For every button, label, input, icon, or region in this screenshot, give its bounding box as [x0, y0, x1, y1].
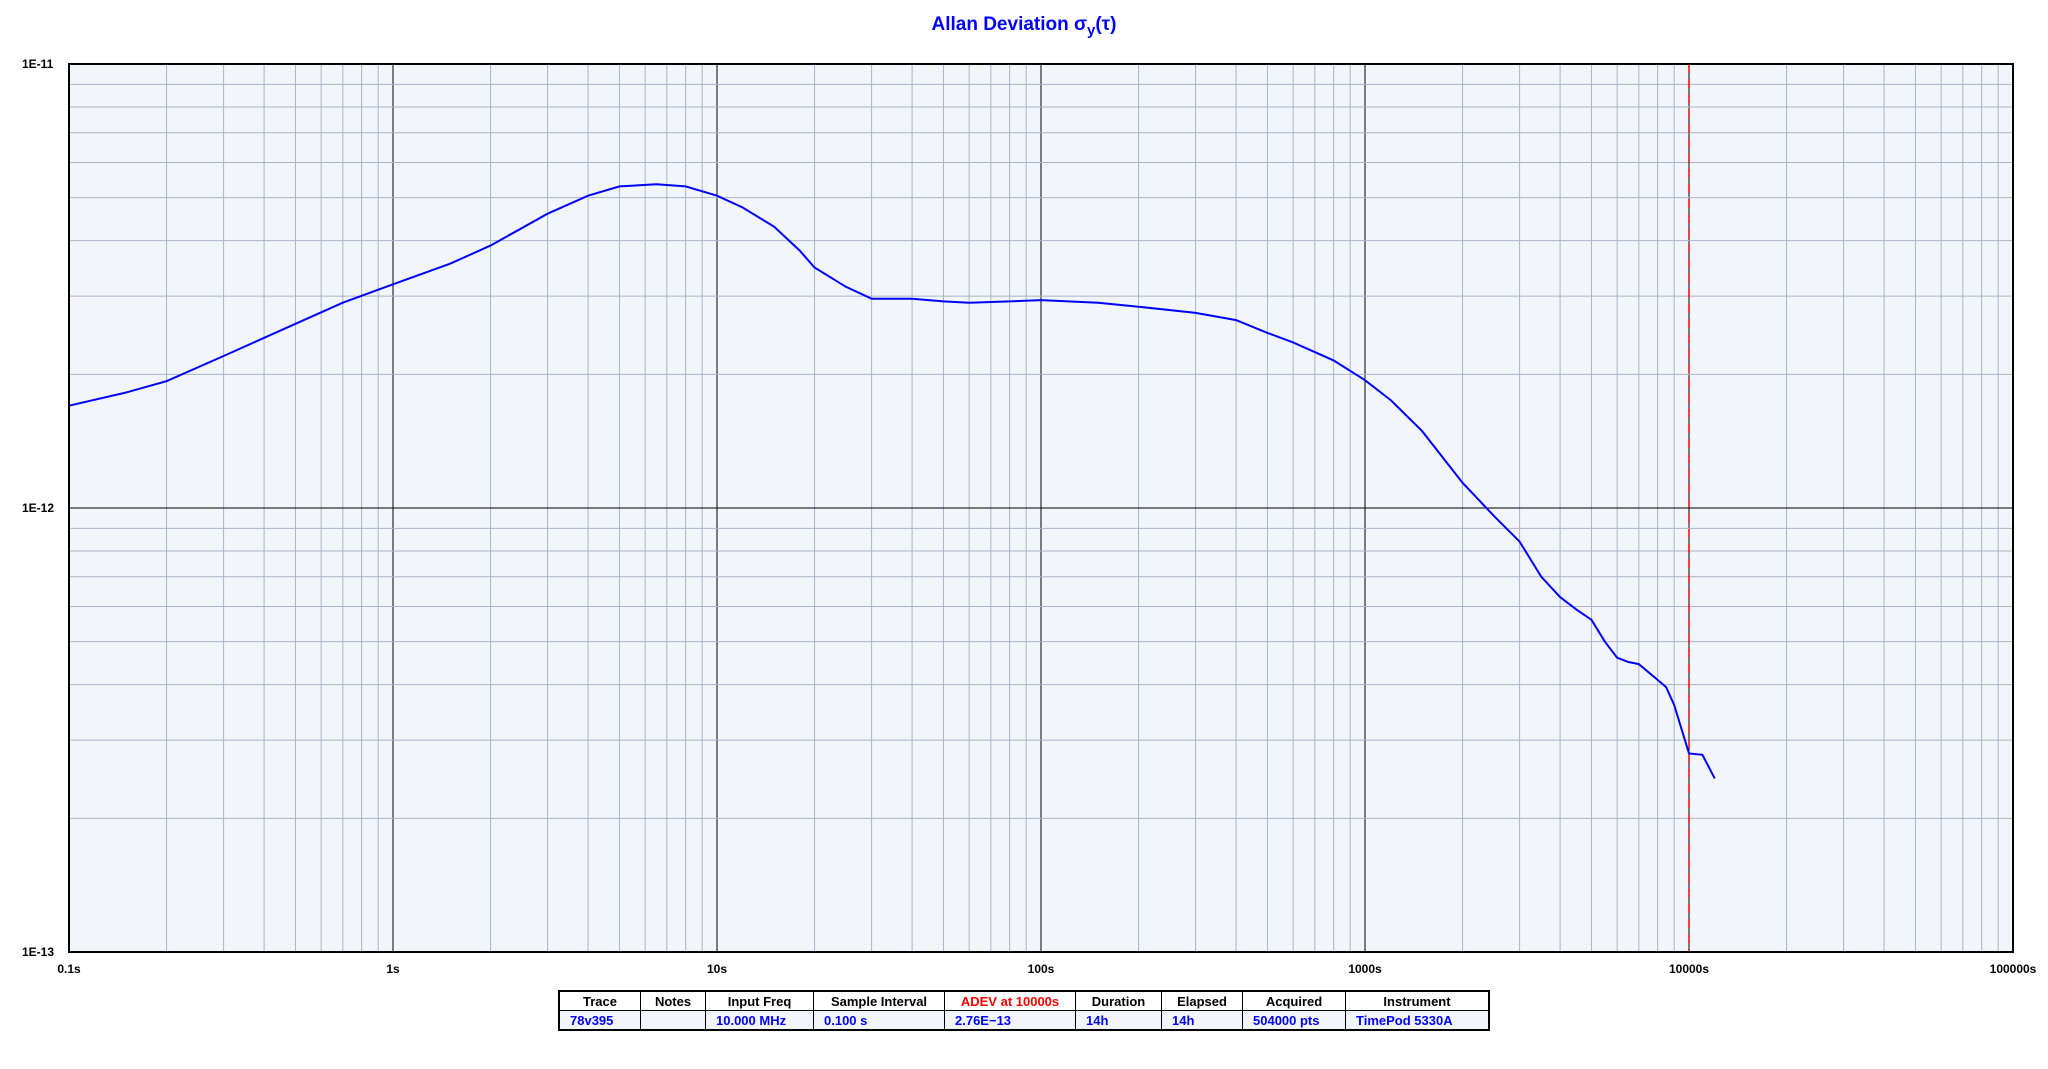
value-notes: [640, 1010, 706, 1031]
value-duration: 14h: [1075, 1010, 1162, 1031]
y-tick-label: 1E-11: [22, 57, 54, 71]
plot-frame: [68, 63, 2014, 953]
x-tick-label: 1000s: [1348, 962, 1382, 976]
header-trace: Trace: [558, 990, 641, 1011]
header-adev: ADEV at 10000s: [944, 990, 1076, 1011]
value-acquired: 504000 pts: [1242, 1010, 1346, 1031]
x-tick-label: 0.1s: [57, 962, 81, 976]
trace-info-table: Trace Notes Input Freq Sample Interval A…: [558, 990, 1490, 1031]
y-tick-label: 1E-13: [22, 945, 54, 959]
header-notes: Notes: [640, 990, 706, 1011]
x-tick-label: 10000s: [1669, 962, 1709, 976]
value-elapsed: 14h: [1161, 1010, 1243, 1031]
x-tick-label: 100s: [1028, 962, 1055, 976]
y-tick-label: 1E-12: [22, 501, 54, 515]
header-input-freq: Input Freq: [705, 990, 814, 1011]
x-tick-label: 10s: [707, 962, 727, 976]
header-acquired: Acquired: [1242, 990, 1346, 1011]
x-tick-label: 1s: [386, 962, 400, 976]
value-trace: 78v395: [558, 1010, 641, 1031]
value-instrument: TimePod 5330A: [1345, 1010, 1490, 1031]
header-sample-interval: Sample Interval: [813, 990, 945, 1011]
x-tick-label: 100000s: [1990, 962, 2037, 976]
header-elapsed: Elapsed: [1161, 990, 1243, 1011]
chart-title: Allan Deviation σy(τ): [931, 14, 1117, 39]
adev-trace: [68, 183, 1716, 779]
value-input-freq: 10.000 MHz: [705, 1010, 814, 1031]
header-instrument: Instrument: [1345, 990, 1490, 1011]
value-adev: 2.76E−13: [944, 1010, 1076, 1031]
value-sample-interval: 0.100 s: [813, 1010, 945, 1031]
header-duration: Duration: [1075, 990, 1162, 1011]
